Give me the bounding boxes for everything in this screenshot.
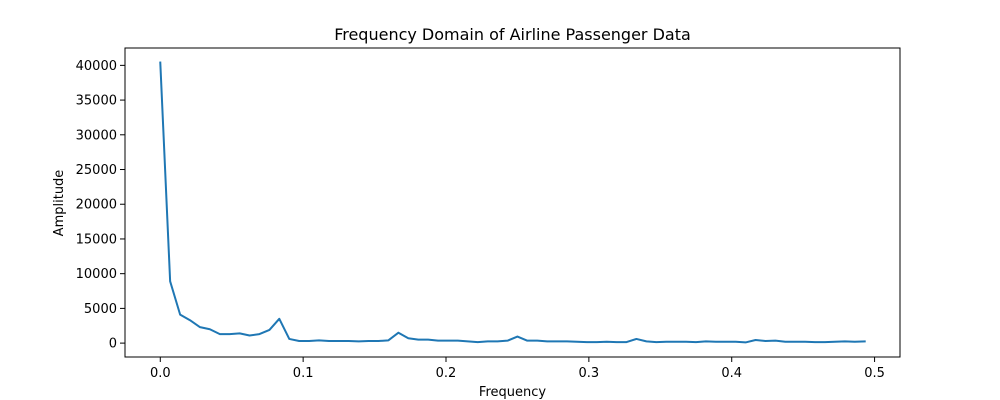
plot-area [159,61,866,344]
y-tick-label: 15000 [76,232,117,247]
chart-title: Frequency Domain of Airline Passenger Da… [334,25,691,44]
y-tick-label: 0 [109,337,117,352]
x-tick-label: 0.2 [436,366,457,381]
y-axis: 0 5000 10000 15000 20000 25000 30000 35000 40000 [76,59,125,352]
y-tick-label: 40000 [76,59,117,74]
y-tick-label: 20000 [76,198,117,213]
x-axis: 0.0 0.1 0.2 0.3 0.4 0.5 [150,357,885,381]
x-axis-title: Frequency [479,385,546,400]
y-axis-title: Amplitude [52,170,67,237]
x-tick-label: 0.4 [721,366,742,381]
x-tick-label: 0.0 [150,366,171,381]
x-tick-label: 0.3 [579,366,600,381]
y-tick-label: 30000 [76,128,117,143]
plot-frame [124,47,901,358]
x-tick-label: 0.5 [864,366,885,381]
y-tick-label: 25000 [76,163,117,178]
series-line-0 [159,61,866,344]
x-tick-label: 0.1 [293,366,314,381]
y-tick-label: 35000 [76,94,117,109]
y-tick-label: 10000 [76,267,117,282]
y-tick-label: 5000 [84,302,117,317]
